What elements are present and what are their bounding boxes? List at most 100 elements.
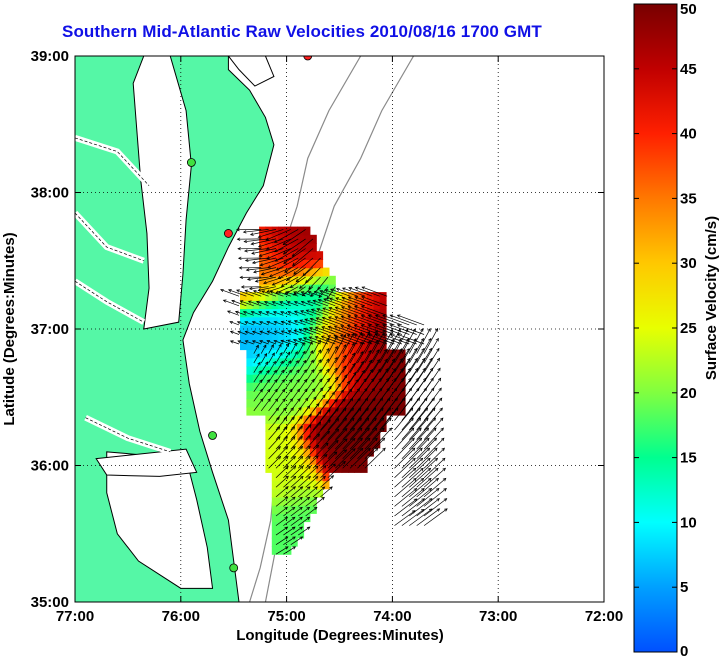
velocity-vector (259, 248, 284, 257)
velocity-vector (267, 330, 277, 335)
velocity-cell (271, 284, 279, 293)
velocity-vector (310, 318, 329, 326)
velocity-vector (305, 267, 321, 283)
velocity-vector (275, 456, 289, 469)
velocity-arrowhead (277, 455, 282, 460)
velocity-vector (312, 409, 331, 431)
velocity-cell (278, 341, 285, 351)
velocity-cell (316, 480, 324, 490)
velocity-vector (349, 351, 364, 373)
velocity-arrowhead (292, 292, 297, 296)
velocity-arrowhead (396, 324, 401, 328)
velocity-cell (367, 316, 374, 326)
velocity-cell (335, 406, 343, 416)
velocity-cell (341, 447, 349, 457)
velocity-arrowhead (310, 308, 315, 312)
velocity-arrowhead (303, 359, 307, 364)
velocity-vector (327, 377, 339, 392)
velocity-arrowhead (291, 516, 296, 521)
velocity-cell (316, 284, 324, 293)
velocity-cell (328, 292, 336, 301)
velocity-cell (322, 431, 330, 441)
velocity-vector (259, 321, 269, 326)
velocity-vector (320, 348, 330, 364)
velocity-cell (278, 455, 285, 465)
velocity-arrowhead (442, 477, 447, 482)
velocity-arrowhead (252, 290, 257, 294)
velocity-vector (354, 315, 380, 326)
velocity-arrowhead (253, 270, 257, 274)
velocity-vector (255, 276, 277, 282)
velocity-vector (401, 458, 423, 479)
velocity-vector (342, 407, 362, 431)
station-marker-site-5 (229, 563, 239, 573)
velocity-arrowhead (420, 328, 424, 332)
velocity-arrowhead (321, 496, 325, 501)
velocity-cell (341, 390, 349, 400)
velocity-vector (266, 340, 277, 345)
velocity-cell (252, 382, 260, 391)
velocity-vector (235, 311, 247, 316)
velocity-arrowhead (287, 320, 292, 324)
velocity-arrowhead (327, 316, 332, 320)
velocity-vector (409, 468, 431, 488)
velocity-arrowhead (286, 343, 290, 347)
velocity-arrowhead (315, 317, 320, 321)
velocity-cell (322, 415, 330, 424)
velocity-cell (354, 447, 362, 457)
velocity-vector (335, 417, 355, 440)
velocity-arrowhead (251, 330, 256, 334)
velocity-cell (265, 431, 273, 441)
velocity-arrowhead (259, 330, 264, 334)
velocity-cell (316, 308, 324, 318)
velocity-arrowhead (273, 330, 278, 334)
velocity-arrowhead (299, 516, 303, 521)
velocity-vector (275, 416, 287, 431)
velocity-arrowhead (292, 486, 296, 490)
velocity-vector (223, 299, 240, 307)
velocity-cell (341, 357, 349, 367)
velocity-arrowhead (327, 325, 332, 329)
velocity-cell (341, 324, 349, 334)
velocity-cell (328, 398, 336, 408)
velocity-vector (423, 468, 446, 488)
velocity-arrowhead (347, 315, 351, 319)
velocity-arrowhead (428, 477, 432, 482)
velocity-arrowhead (383, 339, 387, 343)
river-edge-2 (75, 280, 144, 323)
velocity-cell (328, 423, 336, 432)
velocity-vector (247, 276, 269, 280)
velocity-vector (364, 437, 385, 459)
velocity-cell (278, 300, 285, 310)
velocity-cell (322, 333, 330, 342)
velocity-cell (316, 464, 324, 473)
velocity-arrowhead (280, 283, 285, 287)
velocity-cell (309, 447, 317, 457)
velocity-vector (375, 334, 403, 345)
velocity-arrowhead (367, 333, 372, 337)
velocity-cell (303, 464, 311, 473)
river-edge-0 (75, 137, 150, 186)
velocity-arrowhead (443, 488, 447, 492)
velocity-vector (253, 389, 263, 402)
velocity-cell (360, 349, 368, 359)
velocity-cell (322, 292, 330, 301)
velocity-cell (265, 292, 273, 301)
velocity-arrowhead (263, 281, 267, 285)
velocity-arrowhead (306, 516, 311, 521)
velocity-vector (357, 340, 371, 364)
velocity-arrowhead (343, 427, 348, 432)
velocity-cell (284, 398, 292, 408)
velocity-cell (252, 406, 260, 416)
velocity-cell (240, 292, 247, 301)
colorbar (633, 3, 678, 653)
velocity-cell (341, 398, 349, 408)
velocity-cell (303, 406, 311, 416)
velocity-cell (309, 431, 317, 441)
velocity-vector (349, 417, 370, 440)
velocity-vector (230, 331, 240, 335)
velocity-vector (364, 427, 385, 450)
velocity-cell (316, 431, 324, 441)
velocity-arrowhead (313, 496, 318, 501)
velocity-vector (297, 369, 307, 383)
